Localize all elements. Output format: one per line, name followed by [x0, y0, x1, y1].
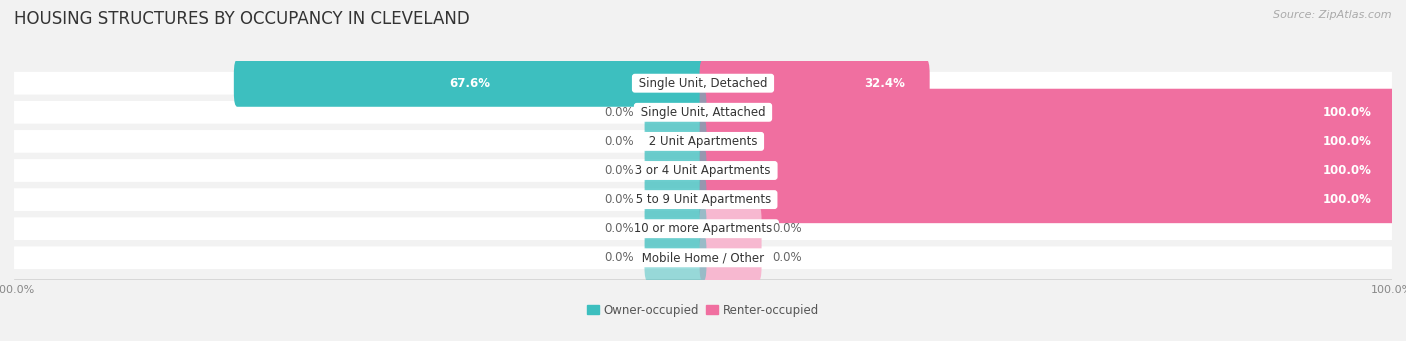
FancyBboxPatch shape — [700, 89, 1395, 136]
Text: 10 or more Apartments: 10 or more Apartments — [630, 222, 776, 235]
Text: Single Unit, Attached: Single Unit, Attached — [637, 106, 769, 119]
FancyBboxPatch shape — [644, 234, 706, 281]
FancyBboxPatch shape — [14, 188, 1392, 211]
Text: 0.0%: 0.0% — [605, 251, 634, 264]
Text: 0.0%: 0.0% — [605, 135, 634, 148]
Text: 0.0%: 0.0% — [605, 164, 634, 177]
Text: 5 to 9 Unit Apartments: 5 to 9 Unit Apartments — [631, 193, 775, 206]
FancyBboxPatch shape — [700, 205, 762, 252]
FancyBboxPatch shape — [700, 234, 762, 281]
FancyBboxPatch shape — [14, 101, 1392, 124]
Text: 0.0%: 0.0% — [605, 222, 634, 235]
FancyBboxPatch shape — [700, 60, 929, 107]
FancyBboxPatch shape — [644, 147, 706, 194]
Legend: Owner-occupied, Renter-occupied: Owner-occupied, Renter-occupied — [582, 299, 824, 322]
Text: 100.0%: 100.0% — [1323, 164, 1371, 177]
Text: 0.0%: 0.0% — [772, 251, 801, 264]
Text: 0.0%: 0.0% — [605, 193, 634, 206]
FancyBboxPatch shape — [14, 130, 1392, 153]
Text: 0.0%: 0.0% — [605, 106, 634, 119]
FancyBboxPatch shape — [14, 159, 1392, 182]
FancyBboxPatch shape — [700, 118, 1395, 165]
Text: HOUSING STRUCTURES BY OCCUPANCY IN CLEVELAND: HOUSING STRUCTURES BY OCCUPANCY IN CLEVE… — [14, 10, 470, 28]
Text: 2 Unit Apartments: 2 Unit Apartments — [645, 135, 761, 148]
Text: Single Unit, Detached: Single Unit, Detached — [636, 77, 770, 90]
FancyBboxPatch shape — [644, 118, 706, 165]
Text: 0.0%: 0.0% — [772, 222, 801, 235]
FancyBboxPatch shape — [700, 176, 1395, 223]
FancyBboxPatch shape — [14, 72, 1392, 94]
Text: 67.6%: 67.6% — [450, 77, 491, 90]
FancyBboxPatch shape — [14, 247, 1392, 269]
Text: 3 or 4 Unit Apartments: 3 or 4 Unit Apartments — [631, 164, 775, 177]
FancyBboxPatch shape — [644, 176, 706, 223]
FancyBboxPatch shape — [14, 217, 1392, 240]
Text: 100.0%: 100.0% — [1323, 135, 1371, 148]
FancyBboxPatch shape — [644, 89, 706, 136]
Text: 32.4%: 32.4% — [865, 77, 905, 90]
FancyBboxPatch shape — [233, 60, 706, 107]
Text: Mobile Home / Other: Mobile Home / Other — [638, 251, 768, 264]
Text: 100.0%: 100.0% — [1323, 193, 1371, 206]
Text: Source: ZipAtlas.com: Source: ZipAtlas.com — [1274, 10, 1392, 20]
FancyBboxPatch shape — [700, 147, 1395, 194]
FancyBboxPatch shape — [644, 205, 706, 252]
Text: 100.0%: 100.0% — [1323, 106, 1371, 119]
